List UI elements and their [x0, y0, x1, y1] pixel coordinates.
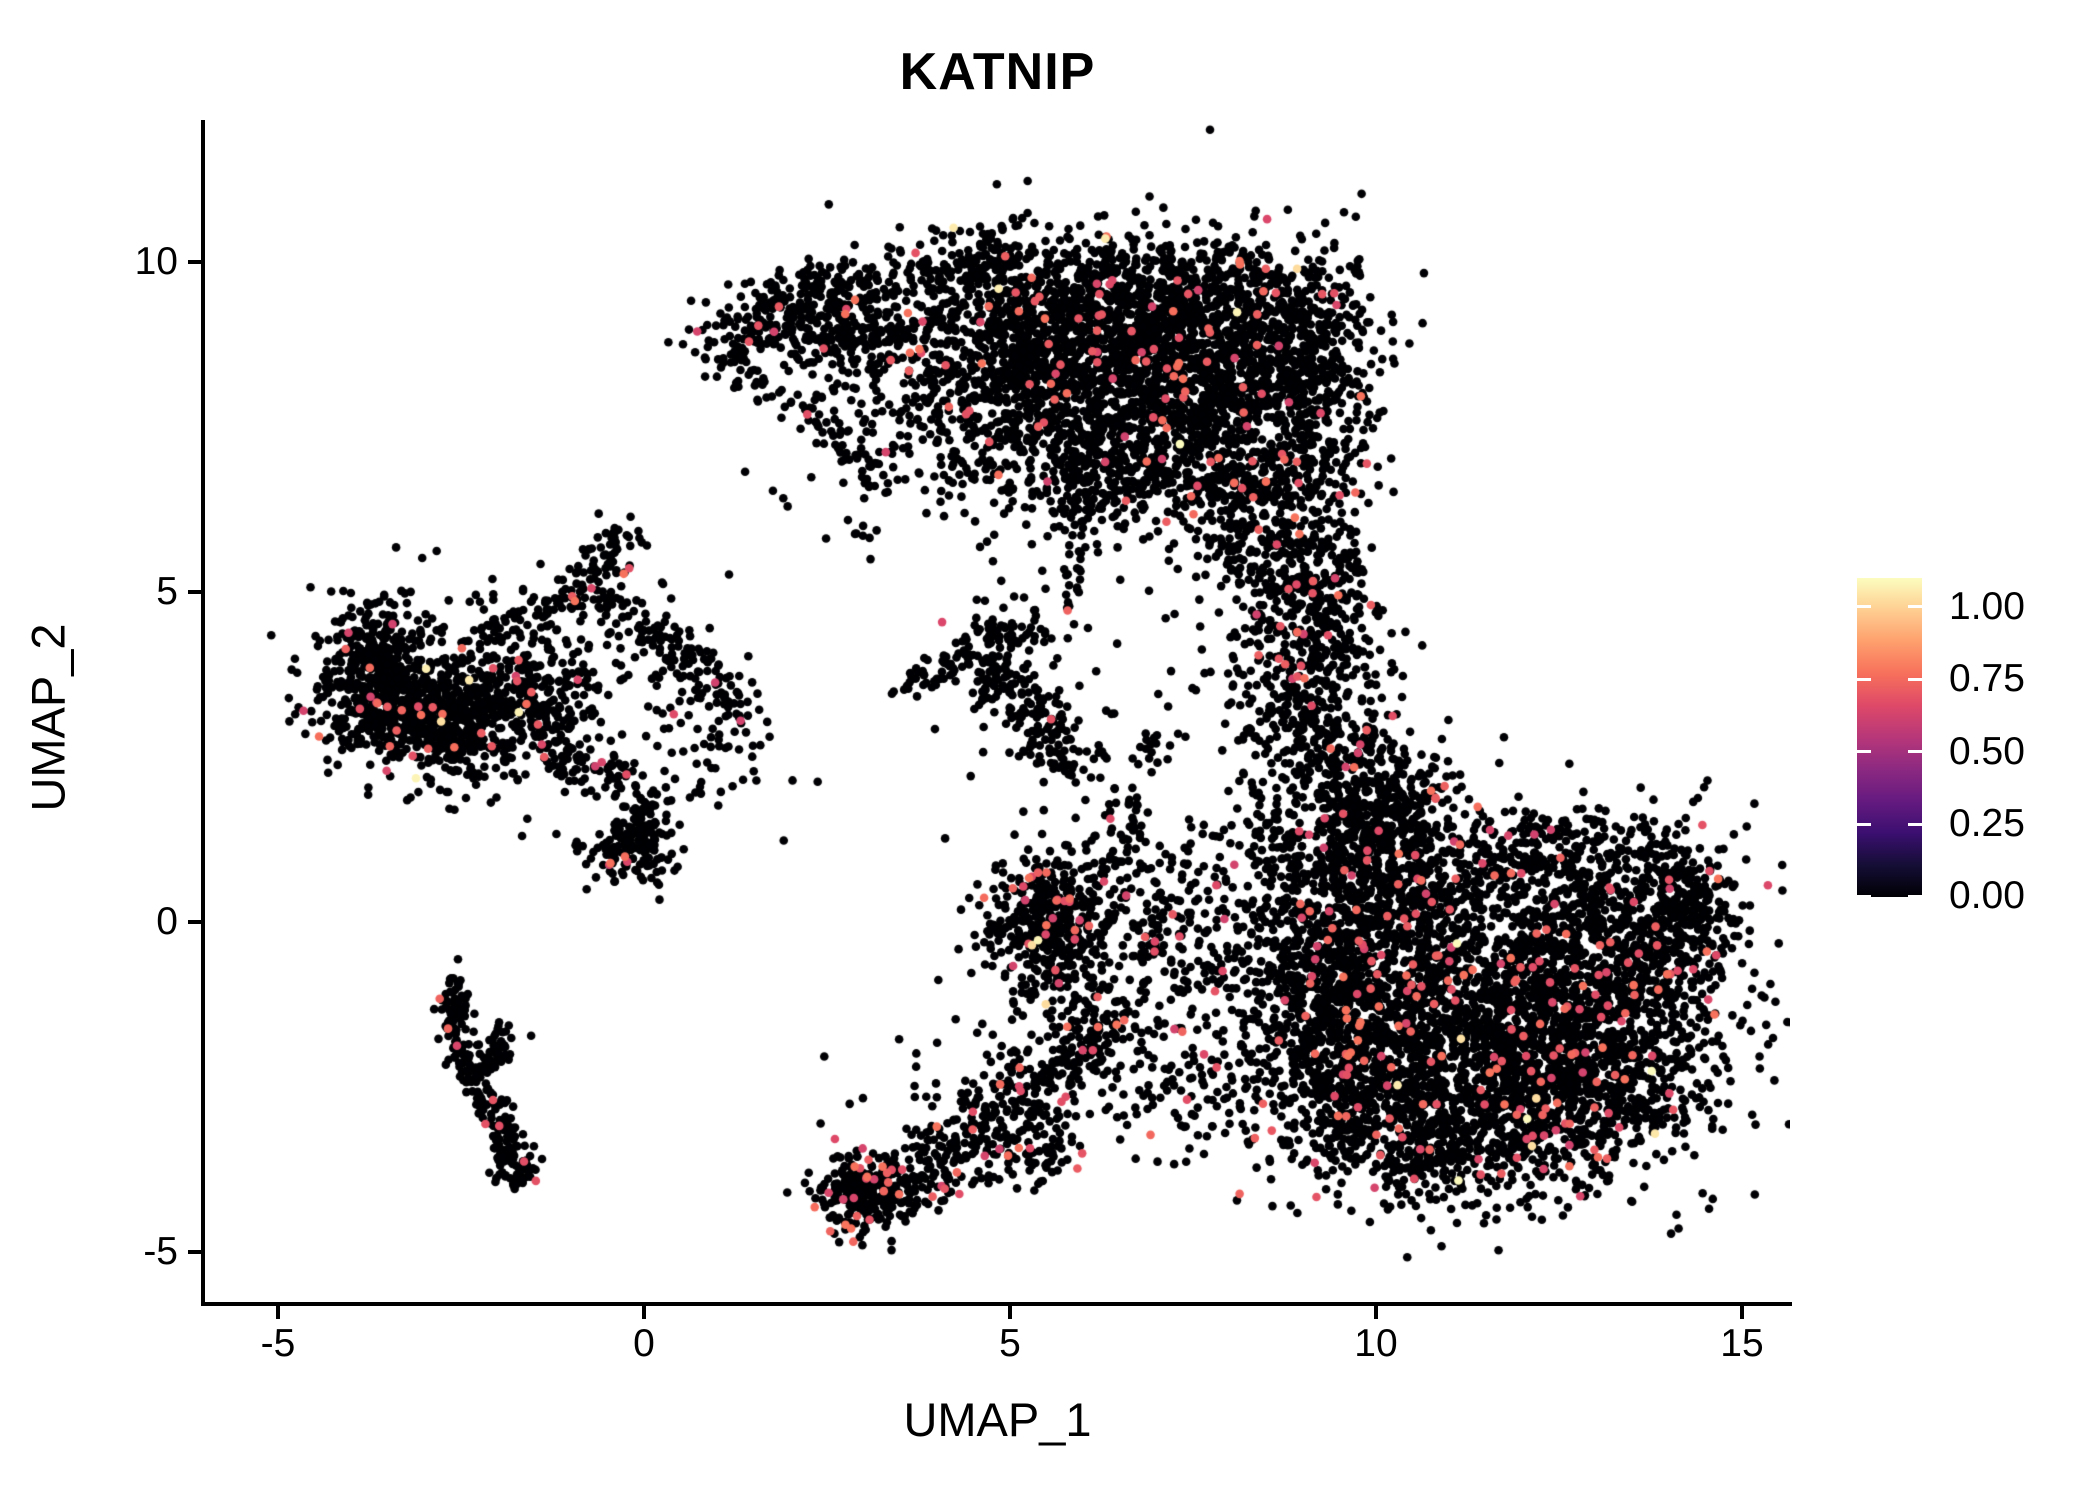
expression-colorbar — [1857, 578, 1922, 897]
colorbar-tick — [1857, 605, 1871, 608]
y-tick-label: 5 — [156, 570, 178, 613]
y-tick-mark — [188, 1250, 201, 1254]
colorbar-tick — [1908, 605, 1922, 608]
colorbar-tick — [1908, 678, 1922, 681]
y-tick-label: 10 — [134, 240, 178, 283]
colorbar-label: 0.50 — [1949, 730, 2025, 773]
colorbar-tick — [1857, 823, 1871, 826]
x-tick-label: 15 — [1720, 1322, 1764, 1365]
x-tick-mark — [1374, 1306, 1378, 1319]
x-tick-label: -5 — [260, 1322, 296, 1365]
colorbar-tick — [1857, 750, 1871, 753]
umap-scatter-canvas — [205, 122, 1790, 1302]
x-tick-mark — [642, 1306, 646, 1319]
x-tick-label: 0 — [633, 1322, 655, 1365]
colorbar-tick — [1908, 895, 1922, 897]
x-tick-label: 10 — [1354, 1322, 1398, 1365]
x-tick-mark — [276, 1306, 280, 1319]
colorbar-tick — [1908, 823, 1922, 826]
colorbar-tick — [1857, 678, 1871, 681]
colorbar-tick — [1857, 895, 1871, 897]
colorbar-tick — [1908, 750, 1922, 753]
y-tick-mark — [188, 590, 201, 594]
colorbar-label: 0.75 — [1949, 657, 2025, 700]
x-tick-mark — [1740, 1306, 1744, 1319]
x-axis-title: UMAP_1 — [903, 1393, 1092, 1446]
y-axis-line — [201, 120, 205, 1306]
y-axis-title: UMAP_2 — [21, 623, 75, 812]
x-axis-line — [201, 1302, 1792, 1306]
y-tick-label: -5 — [143, 1230, 178, 1273]
x-tick-label: 5 — [999, 1322, 1021, 1365]
colorbar-label: 0.00 — [1949, 874, 2025, 917]
y-tick-label: 0 — [156, 900, 178, 943]
x-tick-mark — [1008, 1306, 1012, 1319]
y-tick-mark — [188, 260, 201, 264]
colorbar-label: 0.25 — [1949, 802, 2025, 845]
colorbar-label: 1.00 — [1949, 585, 2025, 628]
y-tick-mark — [188, 920, 201, 924]
plot-title: KATNIP — [899, 43, 1096, 101]
